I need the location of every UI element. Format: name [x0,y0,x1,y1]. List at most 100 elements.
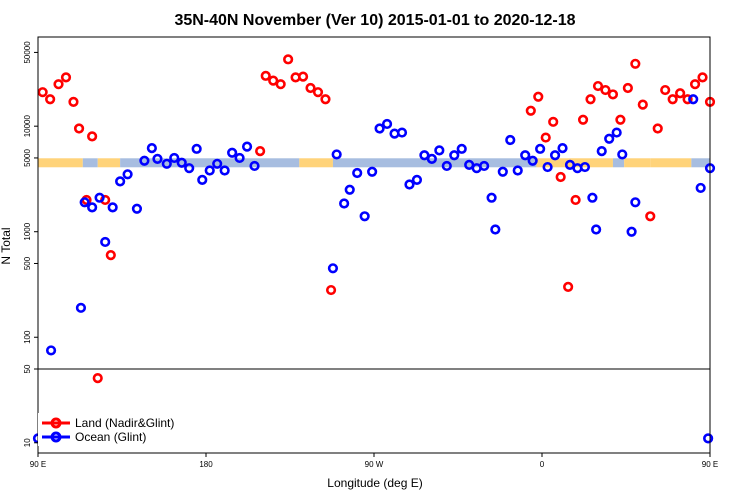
ocean-point [227,147,238,158]
band-segment [624,158,651,168]
y-tick-label: 10 [23,438,32,447]
ocean-point [497,166,508,177]
ocean-point [152,153,163,164]
land-point [87,131,98,142]
land-point [660,84,671,96]
band-segment [82,158,98,168]
land-point [92,373,103,384]
land-point [607,89,619,100]
land-point [682,94,693,105]
land-point [689,79,701,90]
ocean-point [512,165,523,176]
land-point [645,211,656,222]
land-point [53,79,64,90]
ocean-point [219,165,230,176]
ocean-point [352,167,363,179]
ocean-point [374,123,385,134]
ocean-point [359,211,370,222]
x-axis-label: Longitude (deg E) [327,476,422,490]
ocean-point [115,176,126,187]
ocean-point [381,118,393,130]
land-point [592,80,604,92]
band-segment [38,158,83,168]
y-tick-label: 1000 [23,222,32,240]
band-segment [650,158,692,168]
ocean-point [327,263,339,274]
ocean-point [520,150,531,161]
y-tick-label: 500 [23,256,32,270]
land-point [540,132,551,143]
land-point [68,96,79,107]
x-tick-label: 90 E [702,460,718,469]
ocean-point [100,236,111,248]
band-segment [612,158,625,168]
land-point [555,171,566,183]
ocean-point [45,345,57,356]
ocean-point [703,433,714,444]
land-point [577,114,589,125]
ocean-point [604,133,615,144]
legend-marker-ocean [50,431,62,443]
y-tick-label: 50 [23,364,32,373]
land-ocean-band [38,158,710,168]
y-axis-label: N Total [0,227,13,264]
ocean-point [107,202,118,213]
land-point [652,123,663,134]
land-point [585,94,596,105]
land-point [525,105,536,116]
land-point [105,250,116,261]
ocean-point [557,142,568,154]
ocean-point [75,302,87,313]
land-point [325,284,337,296]
land-point [615,114,626,125]
ocean-point [479,160,490,172]
ocean-point [630,197,641,208]
legend-box [38,413,218,446]
ocean-point [688,94,699,105]
land-point [622,82,633,94]
ocean-point [191,143,202,154]
x-tick-label: 0 [540,460,545,469]
land-point [320,94,331,105]
y-tick-label: 50000 [23,41,32,64]
ocean-point [611,127,622,138]
legend-label-ocean: Ocean (Glint) [75,430,146,444]
ocean-point [434,145,445,156]
y-tick-label: 100 [23,330,32,344]
x-tick-label: 180 [199,460,213,469]
band-segment [97,158,121,168]
ocean-point [234,152,245,164]
ocean-point [139,155,150,166]
land-point [305,82,316,94]
land-point [570,194,581,206]
ocean-point [486,192,497,203]
ocean-point [241,141,253,152]
ocean-point [419,150,430,161]
ocean-point [79,197,90,208]
ocean-point [249,160,260,172]
y-tick-label: 10000 [23,115,32,138]
ocean-point [411,174,423,185]
ocean-point [535,143,546,154]
band-segment [120,158,300,168]
ocean-point [626,226,637,237]
x-tick-label: 90 W [365,460,384,469]
ocean-point [587,192,598,203]
land-point [600,84,611,96]
land-point [73,123,85,134]
x-tick-label: 90 E [30,460,46,469]
ocean-point [176,157,187,168]
land-point [675,88,686,99]
legend-marker-land [50,417,62,429]
ocean-point [404,179,415,190]
ocean-point [204,165,215,176]
ocean-point [591,224,602,235]
ocean-point [146,142,157,154]
band-segment [691,158,710,168]
plot-area [32,54,716,444]
land-point [60,72,72,83]
ocean-point [396,127,408,138]
ocean-point [695,182,706,194]
ocean-point [505,134,516,146]
ocean-point [94,192,105,203]
